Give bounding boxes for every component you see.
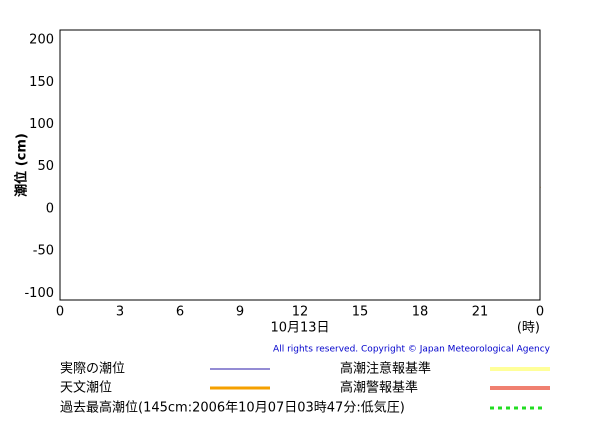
- x-tick-label: 12: [292, 305, 309, 320]
- x-tick-label: 18: [412, 305, 429, 320]
- legend-label: 高潮注意報基準: [340, 361, 431, 377]
- y-axis-label: 潮位 (cm): [14, 133, 30, 197]
- legend-label: 天文潮位: [60, 381, 112, 396]
- y-tick-label: 150: [29, 75, 54, 90]
- x-tick-label: 21: [472, 305, 489, 320]
- x-tick-label: 9: [236, 305, 244, 320]
- x-axis-unit: (時): [517, 321, 540, 336]
- y-tick-label: -50: [33, 244, 54, 259]
- copyright: All rights reserved. Copyright © Japan M…: [273, 345, 551, 355]
- plot-frame: [59, 29, 541, 301]
- y-tick-label: -100: [24, 286, 54, 301]
- y-tick-label: 100: [29, 117, 54, 132]
- legend-label: 高潮警報基準: [340, 380, 418, 396]
- x-tick-label: 6: [176, 305, 184, 320]
- legend-label: 実際の潮位: [60, 361, 125, 377]
- y-tick-label: 50: [37, 159, 54, 174]
- x-tick-label: 15: [352, 305, 369, 320]
- legend-label: 過去最高潮位(145cm:2006年10月07日03時47分:低気圧): [60, 400, 405, 416]
- x-tick-label: 3: [116, 305, 124, 320]
- y-tick-label: 200: [29, 33, 54, 48]
- x-axis-label: 10月13日: [270, 321, 329, 336]
- x-tick-label: 0: [536, 305, 544, 320]
- x-tick-label: 0: [56, 305, 64, 320]
- y-tick-label: 0: [46, 201, 54, 216]
